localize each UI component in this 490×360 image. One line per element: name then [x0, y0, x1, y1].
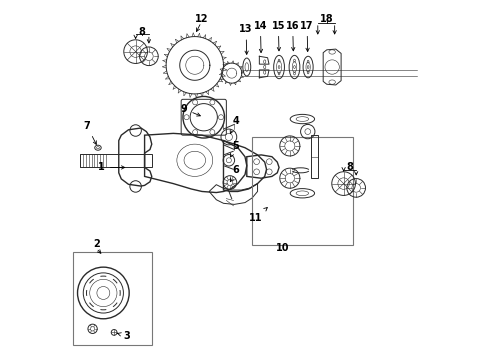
- Text: 12: 12: [195, 14, 208, 24]
- Text: 7: 7: [84, 121, 97, 144]
- Text: 17: 17: [300, 21, 314, 51]
- Bar: [80, 154, 152, 167]
- Text: 18: 18: [320, 14, 334, 24]
- Text: 8: 8: [139, 27, 146, 37]
- Bar: [311, 135, 318, 178]
- Text: 13: 13: [239, 24, 253, 54]
- Text: 6: 6: [230, 165, 240, 182]
- Text: 10: 10: [276, 243, 290, 253]
- Text: 5: 5: [230, 141, 240, 157]
- Text: 15: 15: [271, 21, 285, 51]
- Text: 16: 16: [286, 21, 299, 51]
- Text: 8: 8: [346, 162, 353, 172]
- Bar: [252, 137, 353, 244]
- Text: 9: 9: [181, 104, 200, 116]
- Text: 11: 11: [249, 208, 268, 222]
- Text: 14: 14: [254, 21, 267, 53]
- Bar: [73, 252, 152, 345]
- Text: 2: 2: [93, 239, 99, 249]
- Text: 4: 4: [230, 116, 240, 134]
- Text: 1: 1: [98, 162, 125, 172]
- Text: 3: 3: [118, 331, 130, 341]
